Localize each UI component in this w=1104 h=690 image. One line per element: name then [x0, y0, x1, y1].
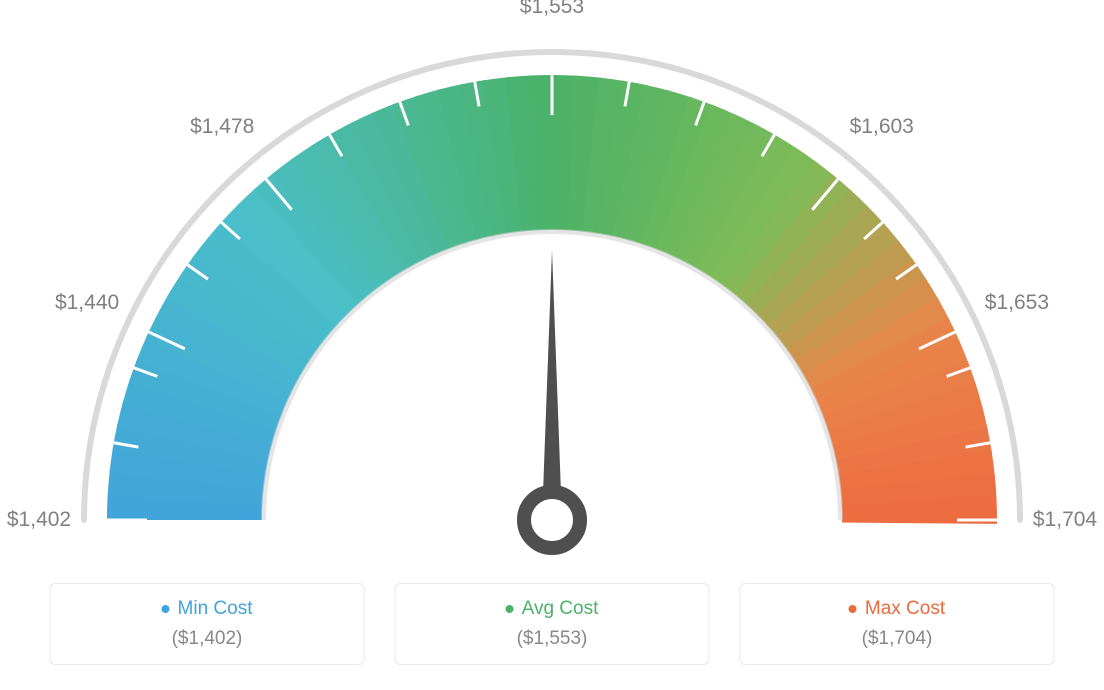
- legend-value-avg: ($1,553): [416, 628, 689, 650]
- legend-card-min: Min Cost ($1,402): [50, 583, 365, 665]
- gauge-tick-label: $1,478: [190, 115, 254, 139]
- gauge-tick-label: $1,402: [7, 508, 71, 532]
- gauge-tick-label: $1,440: [55, 291, 119, 315]
- legend-dot-max: [849, 605, 857, 613]
- legend-label-avg: Avg Cost: [522, 598, 599, 620]
- legend-card-max: Max Cost ($1,704): [740, 583, 1055, 665]
- legend-title-max: Max Cost: [849, 598, 945, 620]
- legend-label-max: Max Cost: [865, 598, 945, 620]
- gauge-svg: [32, 20, 1072, 580]
- gauge-tick-label: $1,704: [1033, 508, 1097, 532]
- legend-dot-min: [162, 605, 170, 613]
- chart-container: $1,402 $1,440 $1,478 $1,553 $1,603 $1,653 $1,7…: [0, 0, 1104, 690]
- gauge-chart: $1,402$1,440$1,478$1,553$1,603$1,653$1,7…: [32, 20, 1072, 580]
- legend-title-min: Min Cost: [162, 598, 253, 620]
- legend-row: Min Cost ($1,402) Avg Cost ($1,553) Max …: [50, 583, 1055, 665]
- gauge-tick-label: $1,603: [850, 115, 914, 139]
- legend-card-avg: Avg Cost ($1,553): [395, 583, 710, 665]
- legend-dot-avg: [506, 605, 514, 613]
- legend-title-avg: Avg Cost: [506, 598, 599, 620]
- legend-label-min: Min Cost: [178, 598, 253, 620]
- gauge-tick-label: $1,553: [520, 0, 584, 19]
- legend-value-max: ($1,704): [761, 628, 1034, 650]
- gauge-tick-label: $1,653: [985, 291, 1049, 315]
- legend-value-min: ($1,402): [71, 628, 344, 650]
